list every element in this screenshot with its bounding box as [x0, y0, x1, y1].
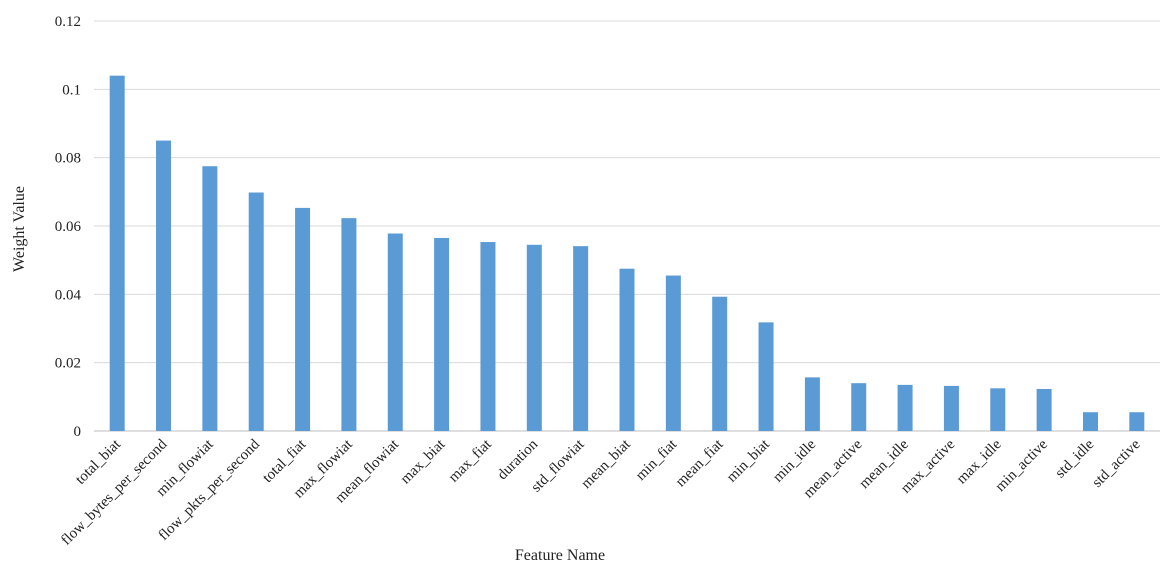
x-tick-label: max_fiat: [446, 436, 496, 486]
bar-duration: [526, 244, 542, 431]
bar-std-flowiat: [573, 246, 589, 431]
bar-std-active: [1129, 412, 1145, 431]
bar-total-fiat: [295, 207, 311, 431]
x-tick-label: mean_fiat: [673, 436, 727, 490]
x-tick-label: max_biat: [398, 436, 449, 487]
bar-mean-biat: [619, 268, 635, 431]
x-tick-label: mean_biat: [578, 436, 634, 492]
y-tick-label: 0.1: [62, 82, 81, 98]
y-axis-title: Weight Value: [11, 186, 28, 272]
y-tick-label: 0.04: [55, 287, 82, 303]
bar-mean-idle: [897, 384, 913, 431]
bar-min-biat: [758, 322, 774, 431]
y-tick-label: 0.06: [55, 219, 82, 235]
y-tick-label: 0: [74, 424, 82, 440]
y-tick-label: 0.12: [55, 14, 81, 30]
x-tick-label: std_idle: [1052, 436, 1097, 481]
bar-min-fiat: [665, 275, 681, 431]
y-tick-label: 0.02: [55, 356, 81, 372]
bar-flow-pkts-per-second: [248, 192, 264, 431]
bar-max-idle: [990, 388, 1006, 431]
bar-max-active: [943, 385, 959, 431]
bar-min-idle: [804, 377, 820, 431]
bar-mean-flowiat: [387, 233, 403, 431]
bar-mean-active: [851, 383, 867, 431]
x-tick-labels: total_biatflow_bytes_per_secondmin_flowi…: [58, 436, 1144, 549]
y-tick-labels: 0 0.02 0.04 0.06 0.08 0.1 0.12: [55, 14, 82, 440]
x-tick-label: duration: [494, 436, 541, 483]
bar-flow-bytes-per-second: [156, 140, 172, 432]
bar-mean-fiat: [712, 296, 728, 431]
y-tick-label: 0.08: [55, 151, 81, 167]
bar-max-flowiat: [341, 218, 357, 431]
bar-std-idle: [1082, 412, 1098, 431]
x-tick-label: min_biat: [724, 436, 774, 486]
bars: [109, 75, 1145, 432]
x-tick-label: min_fiat: [633, 436, 681, 484]
bar-min-active: [1036, 388, 1052, 431]
bar-total-biat: [109, 75, 125, 432]
bar-max-fiat: [480, 242, 496, 431]
bar-min-flowiat: [202, 166, 218, 432]
bar-max-biat: [434, 237, 450, 431]
x-tick-label: std_active: [1089, 436, 1144, 491]
x-axis-title: Feature Name: [515, 547, 605, 564]
